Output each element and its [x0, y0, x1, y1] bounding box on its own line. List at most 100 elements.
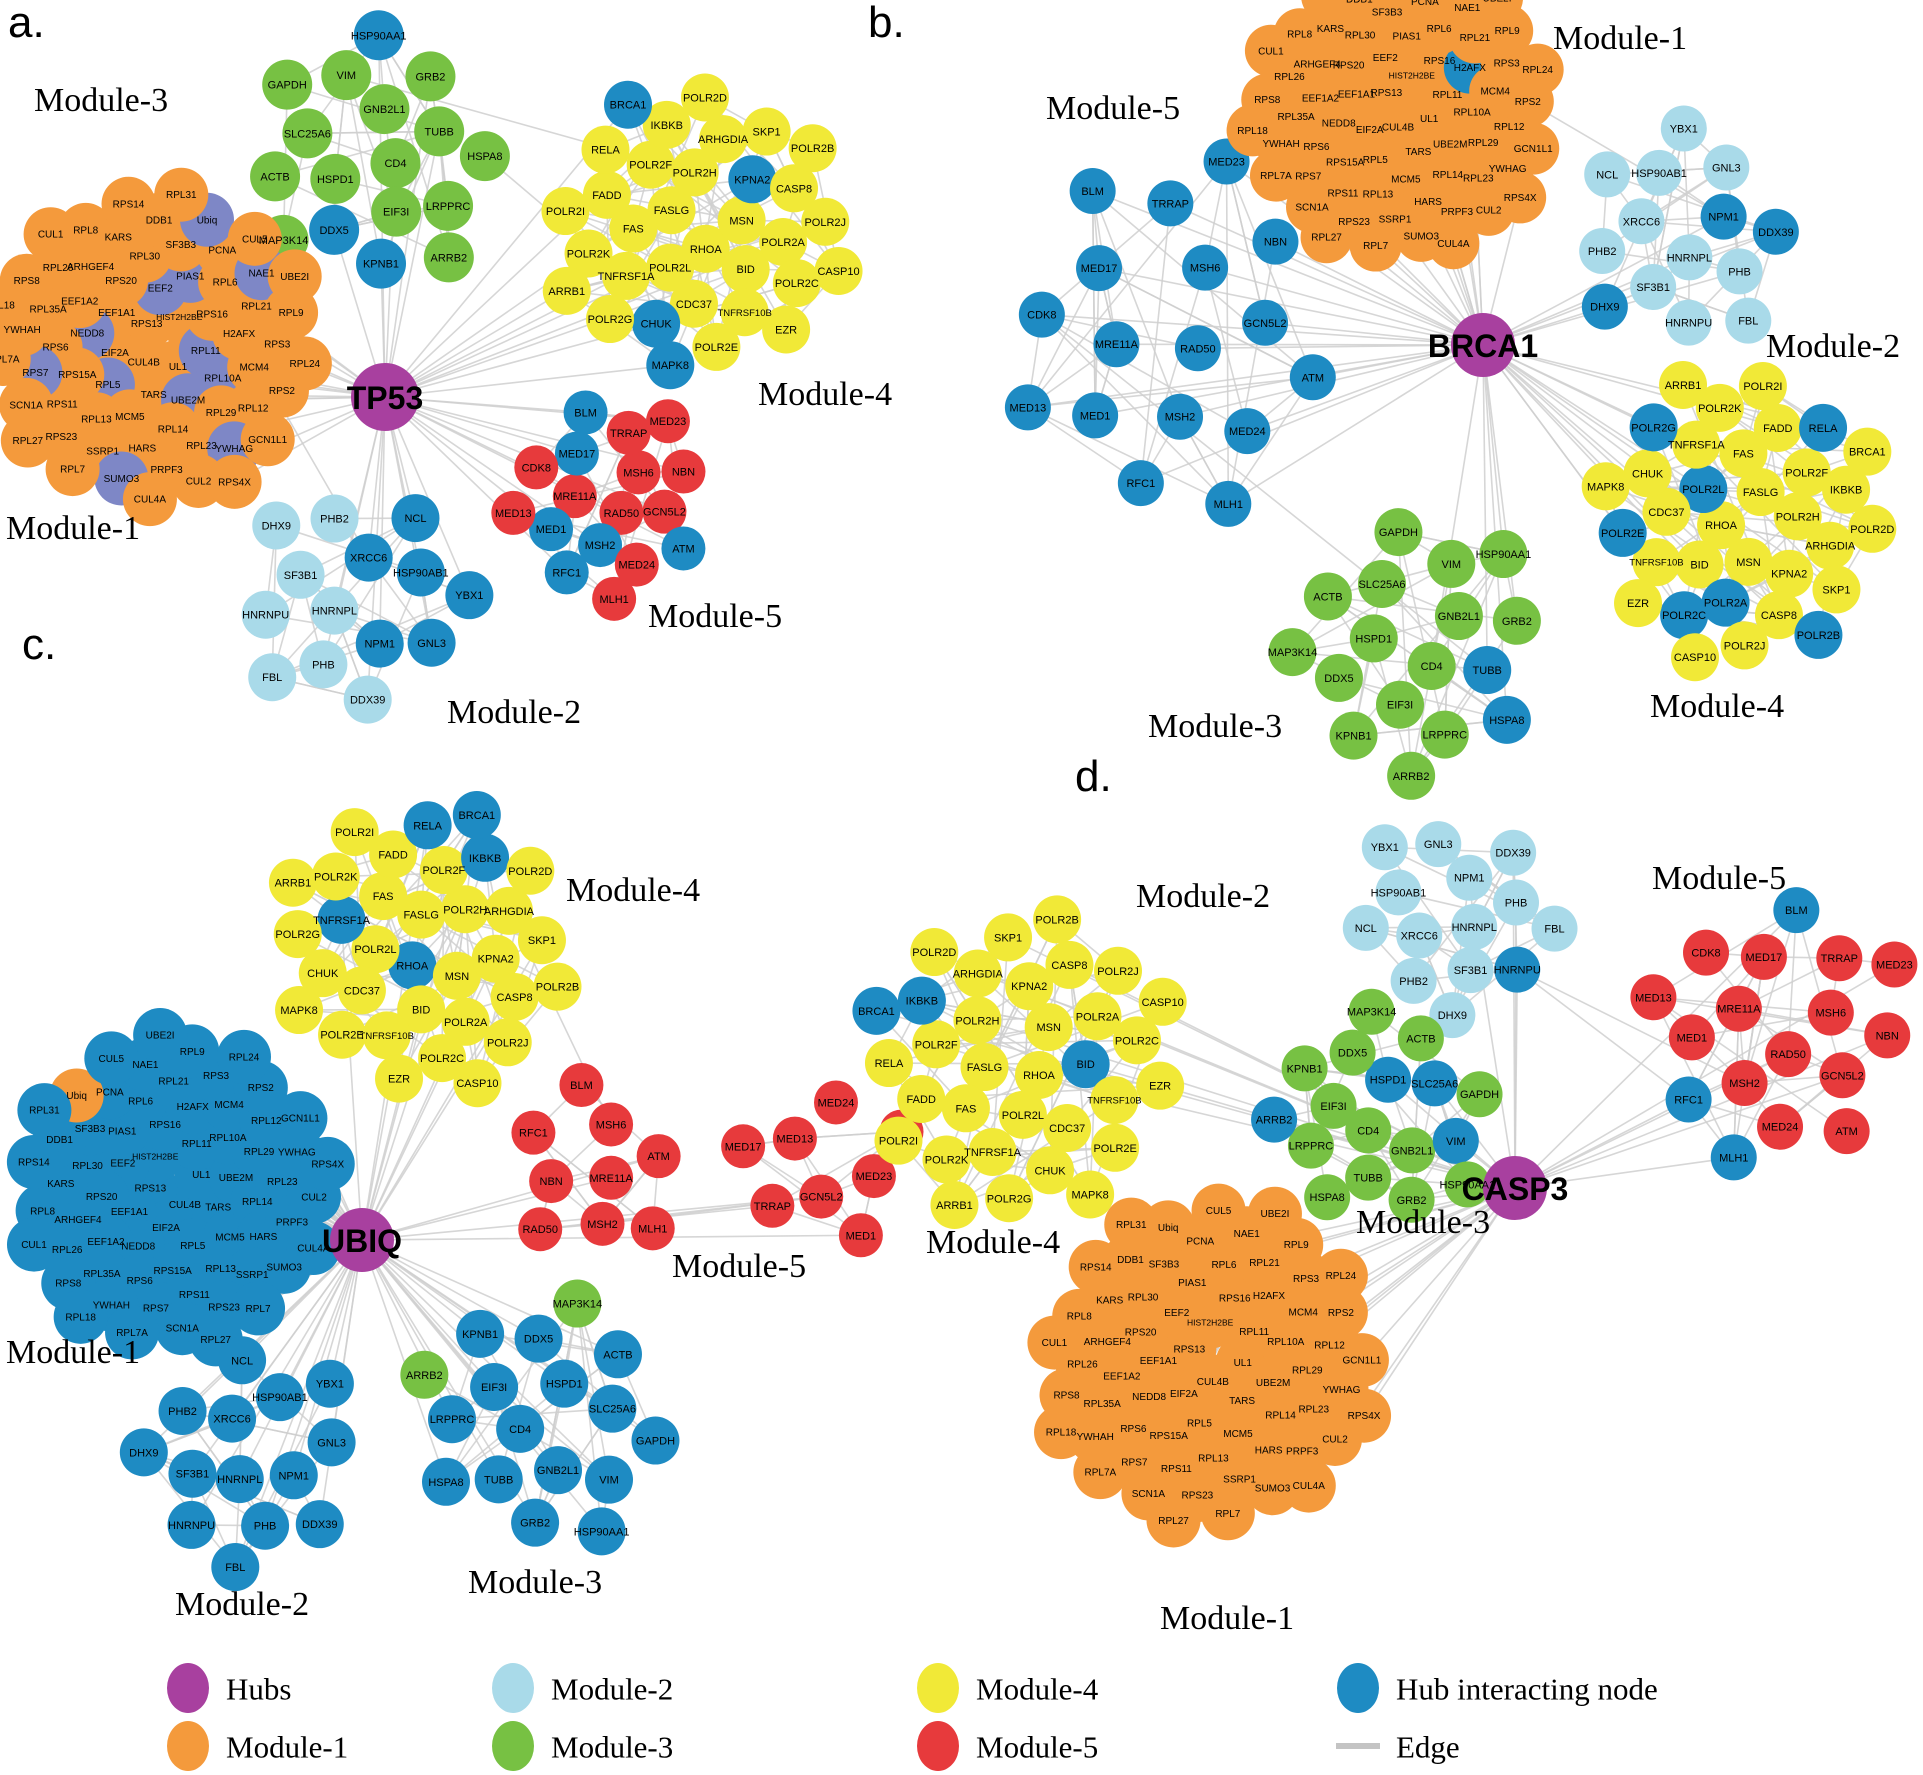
- node-RPS14[interactable]: [101, 176, 156, 231]
- node-TNFRSF1A[interactable]: [317, 895, 366, 944]
- node-FADD[interactable]: [897, 1074, 946, 1123]
- node-POLR2B[interactable]: [788, 124, 837, 173]
- node-POLR2H[interactable]: [441, 885, 490, 934]
- node-GNL3[interactable]: [1415, 821, 1462, 868]
- node-HNRNPL[interactable]: [1451, 903, 1498, 950]
- node-GRB2[interactable]: [1492, 596, 1541, 645]
- node-GCN5L2[interactable]: [799, 1174, 844, 1219]
- node-CUL4A[interactable]: [122, 472, 177, 527]
- node-SF3B1[interactable]: [1447, 947, 1494, 994]
- node-NCL[interactable]: [391, 494, 440, 543]
- node-MAPK8[interactable]: [1581, 462, 1630, 511]
- node-RHOA[interactable]: [1014, 1050, 1063, 1099]
- node-CHUK[interactable]: [1026, 1146, 1075, 1195]
- node-CD4[interactable]: [1407, 641, 1456, 690]
- node-POLR2H[interactable]: [1773, 492, 1822, 541]
- node-MLH1[interactable]: [1205, 480, 1252, 527]
- node-POLR2G[interactable]: [585, 295, 634, 344]
- node-ACTB[interactable]: [250, 151, 301, 202]
- node-POLR2A[interactable]: [1073, 992, 1122, 1041]
- node-RPL18[interactable]: [0, 277, 27, 332]
- node-LRPPRC[interactable]: [1420, 710, 1469, 759]
- node-MSH2[interactable]: [1721, 1060, 1768, 1107]
- node-PHB[interactable]: [1716, 248, 1763, 295]
- node-BLM[interactable]: [563, 390, 608, 435]
- node-RELA[interactable]: [1799, 403, 1848, 452]
- node-TUBB[interactable]: [1463, 646, 1512, 695]
- node-NCL[interactable]: [218, 1336, 267, 1385]
- node-YBX1[interactable]: [305, 1359, 354, 1408]
- node-DHX9[interactable]: [1429, 992, 1476, 1039]
- node-GCN5L2[interactable]: [1819, 1052, 1866, 1099]
- node-POLR2E[interactable]: [1091, 1123, 1140, 1172]
- node-SF3B1[interactable]: [1630, 263, 1677, 310]
- node-POLR2C[interactable]: [1660, 591, 1709, 640]
- node-HNRNPU[interactable]: [1665, 299, 1712, 346]
- node-TRRAP[interactable]: [1147, 180, 1194, 227]
- node-BLM[interactable]: [1069, 167, 1116, 214]
- node-TRRAP[interactable]: [1816, 935, 1863, 982]
- node-DHX9[interactable]: [1581, 283, 1628, 330]
- node-MAPK8[interactable]: [1066, 1170, 1115, 1219]
- node-KPNB1[interactable]: [1281, 1045, 1328, 1092]
- node-MED17[interactable]: [1740, 933, 1787, 980]
- node-HSP90AA1[interactable]: [1479, 530, 1528, 579]
- node-POLR2K[interactable]: [922, 1135, 971, 1184]
- node-POLR2C[interactable]: [772, 259, 821, 308]
- node-KPNB1[interactable]: [456, 1309, 505, 1358]
- node-NBN[interactable]: [661, 449, 706, 494]
- node-LRPPRC[interactable]: [1287, 1122, 1334, 1169]
- node-MRE11A[interactable]: [1715, 985, 1762, 1032]
- node-CDC37[interactable]: [337, 966, 386, 1015]
- node-HSPA8[interactable]: [1304, 1174, 1351, 1221]
- node-POLR2E[interactable]: [1598, 508, 1647, 557]
- node-RPL18[interactable]: [53, 1289, 108, 1344]
- node-TNFRSF1A[interactable]: [602, 251, 651, 300]
- node-CUL1[interactable]: [1027, 1315, 1082, 1370]
- node-PHB2[interactable]: [1579, 228, 1626, 275]
- node-KPNA2[interactable]: [728, 155, 777, 204]
- node-NBN[interactable]: [1252, 218, 1299, 265]
- node-POLR2L[interactable]: [351, 925, 400, 974]
- hub-UBIQ[interactable]: [330, 1208, 394, 1272]
- node-GCN1L1[interactable]: [1334, 1333, 1389, 1388]
- node-RPS14[interactable]: [1068, 1239, 1123, 1294]
- node-ATM[interactable]: [636, 1134, 681, 1179]
- node-UBE2I[interactable]: [1471, 0, 1523, 25]
- node-BLM[interactable]: [559, 1063, 604, 1108]
- node-HNRNPU[interactable]: [167, 1500, 216, 1549]
- node-NPM1[interactable]: [1700, 193, 1747, 240]
- node-TNFRSF1A[interactable]: [968, 1127, 1017, 1176]
- node-RPL31[interactable]: [154, 167, 209, 222]
- node-RPL7[interactable]: [231, 1281, 286, 1336]
- node-POLR2F[interactable]: [912, 1020, 961, 1069]
- node-MSN[interactable]: [1024, 1003, 1073, 1052]
- node-MED17[interactable]: [721, 1124, 766, 1169]
- node-MED24[interactable]: [1224, 408, 1271, 455]
- node-MED17[interactable]: [1076, 245, 1123, 292]
- node-CHUK[interactable]: [298, 949, 347, 998]
- node-HNRNPL[interactable]: [1666, 234, 1713, 281]
- node-HSP90AB1[interactable]: [396, 548, 445, 597]
- node-MSH2[interactable]: [580, 1201, 625, 1246]
- node-EZR[interactable]: [1614, 579, 1663, 628]
- node-IKBKB[interactable]: [897, 976, 946, 1025]
- node-POLR2D[interactable]: [1848, 504, 1897, 553]
- node-NPM1[interactable]: [1446, 854, 1493, 901]
- node-ARHGDIA[interactable]: [699, 115, 748, 164]
- node-ARHGDIA[interactable]: [1806, 521, 1855, 570]
- node-RPL7A[interactable]: [0, 331, 31, 386]
- node-SKP1[interactable]: [517, 916, 566, 965]
- node-MED24[interactable]: [614, 542, 659, 587]
- node-CASP10[interactable]: [1138, 977, 1187, 1026]
- node-RPL7A[interactable]: [1249, 149, 1302, 202]
- node-POLR2B[interactable]: [1794, 610, 1843, 659]
- node-POLR2D[interactable]: [680, 73, 729, 122]
- node-GRB2[interactable]: [1388, 1176, 1435, 1223]
- node-ARRB1[interactable]: [1659, 360, 1708, 409]
- node-MLH1[interactable]: [592, 576, 637, 621]
- node-MAPK8[interactable]: [646, 341, 695, 390]
- node-SLC25A6[interactable]: [282, 108, 333, 159]
- node-POLR2J[interactable]: [1094, 946, 1143, 995]
- node-BRCA1[interactable]: [604, 80, 653, 129]
